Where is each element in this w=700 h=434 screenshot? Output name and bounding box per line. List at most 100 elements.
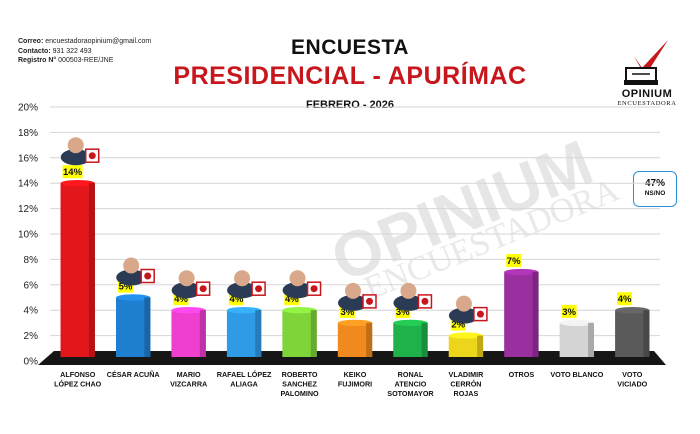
party-icon-pencil: [473, 306, 488, 322]
chart-title: PRESIDENCIAL - APURÍMAC: [173, 62, 527, 90]
bar-9: [504, 268, 539, 357]
party-icon-mark: [366, 297, 373, 305]
photo-shoulders: [116, 269, 147, 286]
party-icon-jp: [306, 281, 322, 296]
photo-head: [67, 137, 84, 154]
party-icon-mark: [88, 152, 96, 160]
photo-head: [400, 282, 417, 299]
photo-head: [345, 282, 361, 299]
value-label-text: 3%: [562, 307, 576, 318]
photo-head: [289, 270, 306, 287]
photo-shoulders: [338, 294, 368, 311]
y-tick-label: 18%: [18, 128, 38, 139]
x-category-line: SANCHEZ: [282, 380, 317, 389]
email-value: encuestadoraopinium@gmail.com: [45, 38, 152, 45]
party-icon-k: [362, 294, 377, 309]
bar-top: [60, 180, 95, 187]
party-icon-a: [140, 268, 155, 284]
x-category-line: VICIADO: [617, 380, 647, 389]
value-label-box: [506, 254, 522, 268]
registry-line: Registro N° 000503-REE/JNE: [18, 56, 151, 66]
x-category-line: ROJAS: [454, 389, 479, 398]
y-tick-label: 2%: [24, 331, 39, 342]
party-icon-mark: [476, 310, 484, 318]
bar-top: [448, 332, 484, 339]
value-label-9: 7%: [506, 254, 522, 268]
party-icon-r: [251, 281, 266, 296]
bar-shade: [421, 322, 428, 357]
bar-top: [504, 268, 539, 276]
bar-11: [615, 307, 650, 357]
value-label-text: 2%: [451, 320, 465, 331]
party-icon-rooster: [84, 148, 100, 163]
phone-line: Contacto: 931 322 493: [18, 47, 151, 57]
photo-shoulders: [171, 282, 202, 299]
x-category-line: CERRÓN: [450, 380, 481, 389]
x-category-line: VOTO BLANCO: [550, 370, 603, 379]
photo-shoulders: [60, 149, 91, 166]
x-category-line: ROBERTO: [282, 370, 318, 379]
phone-label: Contacto:: [18, 47, 51, 55]
value-label-text: 5%: [119, 282, 133, 293]
value-label-text: 4%: [230, 294, 244, 305]
x-category-label-10: VOTO BLANCO: [550, 370, 603, 379]
candidate-photo-icon: [282, 270, 313, 299]
candidate-photo-icon: [116, 257, 147, 286]
photo-head: [455, 295, 472, 312]
x-category-line: VOTO: [622, 370, 643, 379]
contact-info: Correo: encuestadoraopinium@gmail.com Co…: [18, 37, 151, 66]
value-label-10: 3%: [561, 304, 577, 318]
bar-5: [282, 307, 317, 357]
value-label-11: 4%: [617, 292, 633, 306]
bar-shade: [532, 272, 539, 357]
registry-label: Registro N°: [18, 57, 57, 64]
y-tick-label: 12%: [18, 204, 38, 215]
photo-head: [178, 270, 195, 287]
photo-shoulders: [282, 282, 313, 299]
x-category-line: SOTOMAYOR: [387, 389, 434, 398]
x-category-line: VLADIMIR: [449, 370, 485, 379]
value-label-box: [62, 165, 83, 179]
bar-8: [448, 332, 484, 357]
candidate-photo-icon: [448, 295, 479, 324]
ns-no-box: 47% NS/NO: [633, 171, 677, 207]
y-tick-label: 4%: [24, 306, 39, 317]
value-label-text: 4%: [618, 294, 632, 305]
bar-shade: [144, 297, 151, 357]
party-icon-mark: [421, 297, 429, 305]
bar-top: [115, 294, 151, 301]
y-tick-label: 16%: [18, 153, 38, 164]
party-icon-mark: [310, 285, 318, 293]
x-category-line: ALFONSO: [60, 370, 96, 379]
logo-name: OPINIUM: [621, 88, 673, 100]
bar-top: [171, 307, 206, 314]
party-icon-mark: [144, 272, 152, 280]
x-category-line: FUJIMORI: [338, 380, 372, 389]
email-label: Correo:: [18, 38, 44, 45]
x-category-label-2: CÉSAR ACUÑA: [107, 370, 160, 379]
x-category-line: PALOMINO: [280, 389, 319, 398]
y-tick-label: 10%: [18, 230, 38, 241]
bar-shade: [310, 310, 317, 357]
bar-top: [615, 307, 650, 314]
photo-head: [123, 257, 140, 274]
photo-shoulders: [227, 282, 258, 299]
party-icon-mark: [255, 285, 263, 293]
bar-6: [337, 319, 373, 357]
y-tick-label: 20%: [18, 103, 38, 114]
candidate-photo-icon: [393, 282, 424, 311]
candidate-photo-icon: [60, 137, 91, 166]
bar-shade: [643, 310, 650, 357]
opinium-logo-icon: [624, 40, 668, 85]
bar-10: [559, 319, 595, 357]
candidate-photo-icon: [338, 282, 368, 311]
